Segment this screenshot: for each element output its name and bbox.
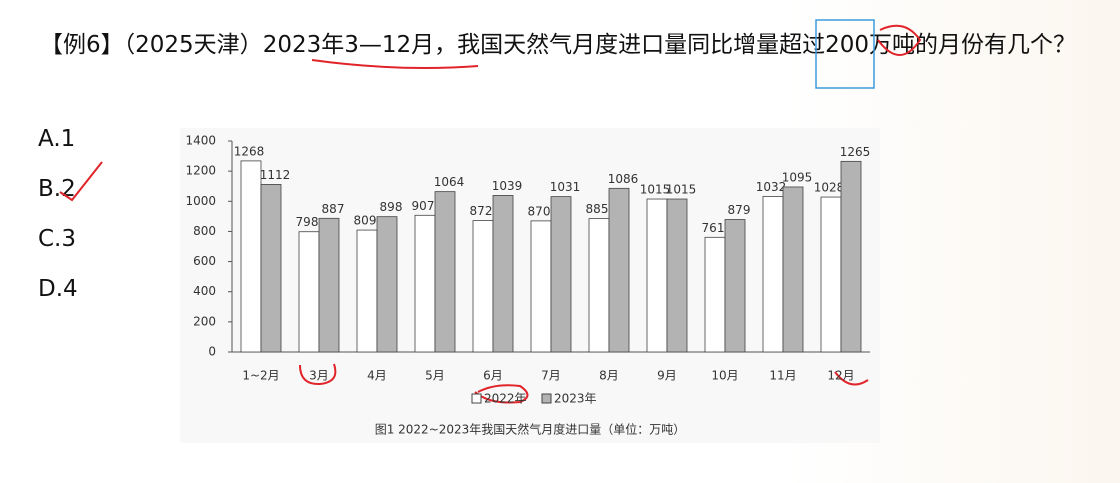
value-label: 809 xyxy=(354,214,377,228)
bar xyxy=(782,186,804,353)
bar xyxy=(762,196,784,353)
bar xyxy=(550,196,572,353)
value-label: 1039 xyxy=(492,179,523,193)
bar xyxy=(492,195,514,353)
question-source: （2025天津） xyxy=(123,32,263,58)
value-label: 1028 xyxy=(814,181,845,195)
value-label: 1064 xyxy=(434,175,465,189)
x-tick-label: 9月 xyxy=(657,369,677,383)
bar xyxy=(240,160,262,353)
legend-swatch xyxy=(541,393,552,404)
value-label: 1095 xyxy=(782,170,813,184)
bar xyxy=(434,191,456,353)
value-label: 872 xyxy=(470,204,493,218)
value-label: 1015 xyxy=(666,183,697,197)
y-tick-label: 1200 xyxy=(185,164,216,178)
bar xyxy=(666,198,688,353)
y-tick-label: 800 xyxy=(193,224,216,238)
bar xyxy=(376,216,398,353)
x-tick-label: 7月 xyxy=(541,369,561,383)
value-label: 1268 xyxy=(234,144,265,158)
value-label: 1112 xyxy=(260,168,291,182)
option: C.3 xyxy=(38,226,77,252)
x-tick-label: 12月 xyxy=(827,369,854,383)
x-tick-label: 4月 xyxy=(367,369,387,383)
value-label: 907 xyxy=(412,199,435,213)
bar xyxy=(298,231,320,353)
x-tick-label: 3月 xyxy=(309,369,329,383)
y-tick-label: 1000 xyxy=(185,194,216,208)
y-tick-label: 1400 xyxy=(185,134,216,148)
value-label: 1015 xyxy=(640,183,671,197)
bar xyxy=(646,198,668,353)
bar xyxy=(260,184,282,353)
x-tick-label: 8月 xyxy=(599,369,619,383)
option: D.4 xyxy=(38,276,78,302)
legend-label: 2023年 xyxy=(554,392,597,406)
bar xyxy=(530,220,552,353)
bar xyxy=(608,187,630,353)
legend-swatch xyxy=(471,393,482,404)
y-tick-label: 600 xyxy=(193,254,216,268)
question-label: 【例6】 xyxy=(40,32,124,58)
x-tick-label: 10月 xyxy=(711,369,738,383)
y-tick-label: 200 xyxy=(193,314,216,328)
x-tick-label: 1~2月 xyxy=(242,369,279,383)
bar xyxy=(840,160,862,353)
value-label: 1031 xyxy=(550,180,581,194)
bar xyxy=(472,220,494,353)
value-label: 1086 xyxy=(608,172,639,186)
option: A.1 xyxy=(38,126,76,152)
value-label: 1032 xyxy=(756,180,787,194)
bar xyxy=(588,218,610,353)
handwriting xyxy=(59,24,922,404)
bar xyxy=(356,229,378,353)
bar xyxy=(704,236,726,353)
y-tick-label: 400 xyxy=(193,284,216,298)
bar xyxy=(724,219,746,353)
value-label: 1265 xyxy=(840,145,871,159)
question-text: 2023年3—12月，我国天然气月度进口量同比增量超过200万吨的月份有几个？ xyxy=(262,32,1077,58)
value-label: 879 xyxy=(728,203,751,217)
selection-box xyxy=(815,19,875,89)
value-label: 761 xyxy=(702,221,725,235)
legend-label: 2022年 xyxy=(484,392,527,406)
value-label: 885 xyxy=(586,202,609,216)
y-tick-label: 0 xyxy=(208,345,216,359)
value-label: 887 xyxy=(322,202,345,216)
value-label: 870 xyxy=(528,204,551,218)
x-tick-label: 5月 xyxy=(425,369,445,383)
x-tick-label: 11月 xyxy=(769,369,796,383)
bar xyxy=(414,214,436,353)
bar xyxy=(318,217,340,353)
x-tick-label: 6月 xyxy=(483,369,503,383)
value-label: 898 xyxy=(380,200,403,214)
value-label: 798 xyxy=(296,215,319,229)
bar xyxy=(820,196,842,353)
question: 【例6】（2025天津）2023年3—12月，我国天然气月度进口量同比增量超过2… xyxy=(40,22,1090,68)
chart-caption: 图1 2022~2023年我国天然气月度进口量（单位：万吨） xyxy=(375,422,686,437)
